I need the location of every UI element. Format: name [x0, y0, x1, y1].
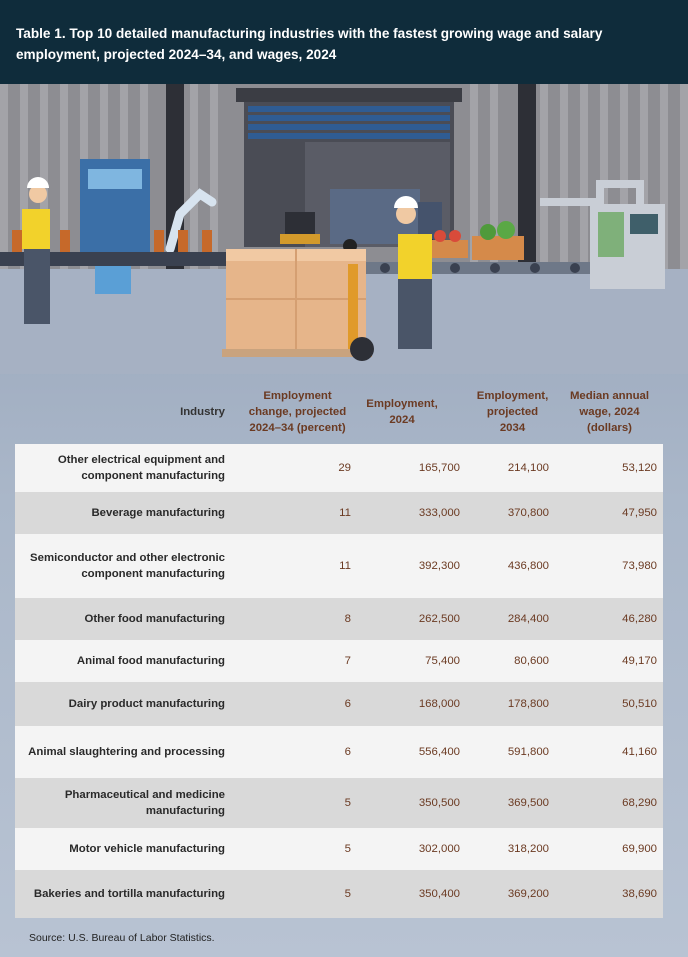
col-head-change-line: 2024–34 (percent)	[249, 422, 346, 434]
col-head-wage: Median annual wage, 2024 (dollars)	[562, 388, 657, 436]
emp2034-cell: 369,200	[507, 888, 549, 900]
col-head-wage-line: Median annual	[569, 390, 650, 402]
emp2024-cell: 75,400	[425, 655, 460, 667]
industry-line: Animal slaughtering and processing	[28, 746, 225, 758]
industry-cell: Beverage manufacturing	[15, 505, 225, 521]
wage-cell: 47,950	[622, 507, 657, 519]
industry-line: Bakeries and tortilla manufacturing	[33, 888, 225, 900]
industry-line: Other food manufacturing	[84, 613, 225, 625]
col-head-emp2024-line: 2024	[389, 414, 415, 426]
change-cell: 7	[344, 655, 351, 667]
change-cell: 11	[339, 507, 351, 519]
col-head-industry-label: Industry	[180, 406, 225, 418]
table-row: Other food manufacturing 8 262,500 284,4…	[15, 598, 663, 640]
col-head-change-line: change, projected	[248, 406, 347, 418]
industry-line: Animal food manufacturing	[76, 655, 225, 667]
change-cell: 5	[344, 797, 351, 809]
col-head-wage-line: (dollars)	[587, 422, 632, 434]
change-cell: 6	[344, 698, 351, 710]
source-note: Source: U.S. Bureau of Labor Statistics.	[29, 932, 215, 944]
emp2024-cell: 350,400	[418, 888, 460, 900]
emp2024-cell: 168,000	[418, 698, 460, 710]
industry-cell: Semiconductor and other electronic compo…	[15, 550, 225, 582]
change-cell: 8	[344, 613, 351, 625]
table-row: Other electrical equipment and component…	[15, 444, 663, 492]
emp2034-cell: 591,800	[507, 746, 549, 758]
wage-cell: 53,120	[622, 462, 657, 474]
industry-line: manufacturing	[145, 805, 225, 817]
table-row: Beverage manufacturing 11 333,000 370,80…	[15, 492, 663, 534]
industry-cell: Animal slaughtering and processing	[15, 744, 225, 760]
table-row: Pharmaceutical and medicine manufacturin…	[15, 778, 663, 828]
industry-line: Motor vehicle manufacturing	[69, 843, 225, 855]
emp2024-cell: 262,500	[418, 613, 460, 625]
wage-cell: 41,160	[622, 746, 657, 758]
industry-line: Semiconductor and other electronic	[30, 552, 225, 564]
table-row: Dairy product manufacturing 6 168,000 17…	[15, 682, 663, 726]
col-head-wage-line: wage, 2024	[579, 406, 640, 418]
col-head-emp2024-line: Employment,	[366, 398, 438, 410]
col-head-industry: Industry	[120, 404, 225, 420]
emp2024-cell: 333,000	[418, 507, 460, 519]
emp2024-cell: 556,400	[418, 746, 460, 758]
change-cell: 6	[344, 746, 351, 758]
industry-line: Pharmaceutical and medicine	[64, 789, 225, 801]
industry-line: Other electrical equipment and	[57, 454, 225, 466]
emp2024-cell: 302,000	[418, 843, 460, 855]
col-head-emp2034-line: projected	[486, 406, 539, 418]
emp2034-cell: 318,200	[507, 843, 549, 855]
industry-cell: Dairy product manufacturing	[15, 696, 225, 712]
data-table: Other electrical equipment and component…	[15, 444, 663, 918]
industry-cell: Motor vehicle manufacturing	[15, 841, 225, 857]
industry-line: component manufacturing	[81, 470, 225, 482]
wage-cell: 46,280	[622, 613, 657, 625]
emp2034-cell: 370,800	[507, 507, 549, 519]
change-cell: 5	[344, 888, 351, 900]
col-head-emp2034: Employment, projected 2034	[470, 388, 555, 436]
emp2034-cell: 178,800	[507, 698, 549, 710]
emp2034-cell: 369,500	[507, 797, 549, 809]
col-head-change: Employment change, projected 2024–34 (pe…	[240, 388, 355, 436]
wage-cell: 69,900	[622, 843, 657, 855]
change-cell: 5	[344, 843, 351, 855]
wage-cell: 50,510	[622, 698, 657, 710]
emp2034-cell: 436,800	[507, 560, 549, 572]
change-cell: 11	[339, 560, 351, 572]
title-banner: Table 1. Top 10 detailed manufacturing i…	[0, 0, 688, 84]
emp2024-cell: 165,700	[418, 462, 460, 474]
col-head-change-line: Employment	[263, 390, 332, 402]
industry-cell: Animal food manufacturing	[15, 653, 225, 669]
page-title: Table 1. Top 10 detailed manufacturing i…	[16, 26, 603, 62]
wage-cell: 49,170	[622, 655, 657, 667]
table-row: Bakeries and tortilla manufacturing 5 35…	[15, 870, 663, 918]
col-head-emp2024: Employment, 2024	[362, 396, 442, 428]
change-cell: 29	[338, 462, 351, 474]
table-row: Animal slaughtering and processing 6 556…	[15, 726, 663, 778]
factory-illustration-icon	[0, 84, 688, 374]
emp2024-cell: 392,300	[418, 560, 460, 572]
industry-cell: Other food manufacturing	[15, 611, 225, 627]
wage-cell: 68,290	[622, 797, 657, 809]
col-head-emp2034-line: 2034	[499, 422, 526, 434]
emp2024-cell: 350,500	[418, 797, 460, 809]
table-row: Motor vehicle manufacturing 5 302,000 31…	[15, 828, 663, 870]
industry-cell: Bakeries and tortilla manufacturing	[15, 886, 225, 902]
emp2034-cell: 284,400	[507, 613, 549, 625]
table-row: Semiconductor and other electronic compo…	[15, 534, 663, 598]
emp2034-cell: 80,600	[514, 655, 549, 667]
industry-cell: Pharmaceutical and medicine manufacturin…	[15, 787, 225, 819]
emp2034-cell: 214,100	[507, 462, 549, 474]
industry-line: Beverage manufacturing	[91, 507, 225, 519]
industry-line: Dairy product manufacturing	[68, 698, 225, 710]
wage-cell: 38,690	[622, 888, 657, 900]
industry-cell: Other electrical equipment and component…	[15, 452, 225, 484]
industry-line: component manufacturing	[81, 568, 225, 580]
col-head-emp2034-line: Employment,	[476, 390, 549, 402]
table-row: Animal food manufacturing 7 75,400 80,60…	[15, 640, 663, 682]
wage-cell: 73,980	[622, 560, 657, 572]
